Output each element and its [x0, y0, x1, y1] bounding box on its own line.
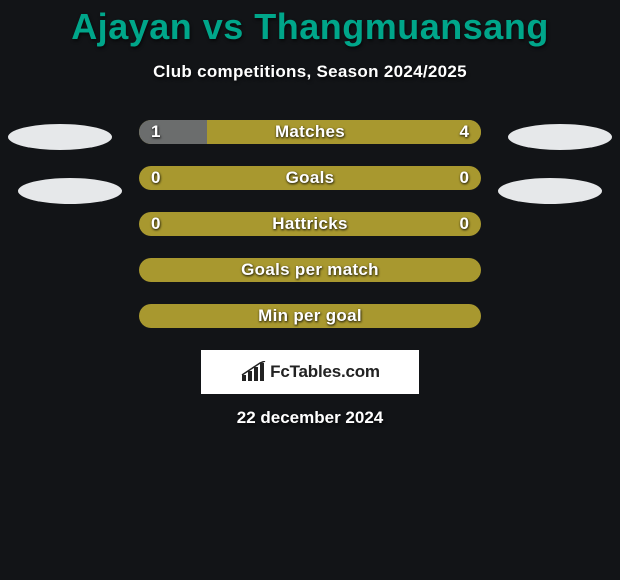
bar-label: Goals — [139, 166, 481, 190]
logo-text: FcTables.com — [270, 362, 380, 382]
bar-value-left: 0 — [151, 166, 160, 190]
stat-bar: Hattricks0 0 — [139, 212, 481, 236]
player-right-oval-2 — [498, 178, 602, 204]
bar-label: Goals per match — [139, 258, 481, 282]
bar-chart-icon — [240, 361, 266, 383]
player-left-oval-2 — [18, 178, 122, 204]
bar-value-left: 0 — [151, 212, 160, 236]
date-line: 22 december 2024 — [0, 408, 620, 428]
bar-label: Min per goal — [139, 304, 481, 328]
stat-bar: Min per goal — [139, 304, 481, 328]
subtitle: Club competitions, Season 2024/2025 — [0, 62, 620, 82]
player-right-oval-1 — [508, 124, 612, 150]
page-title: Ajayan vs Thangmuansang — [0, 0, 620, 48]
bar-value-right: 4 — [460, 120, 469, 144]
stat-bar: Matches1 4 — [139, 120, 481, 144]
bar-value-left: 1 — [151, 120, 160, 144]
stat-bar: Goals0 0 — [139, 166, 481, 190]
stat-bar: Goals per match — [139, 258, 481, 282]
comparison-bars: Matches14Goals00Hattricks00Goals per mat… — [139, 120, 481, 328]
bar-label: Hattricks — [139, 212, 481, 236]
player-left-oval-1 — [8, 124, 112, 150]
bar-value-right: 0 — [460, 212, 469, 236]
bar-value-right: 0 — [460, 166, 469, 190]
bar-label: Matches — [139, 120, 481, 144]
logo-box: FcTables.com — [201, 350, 419, 394]
